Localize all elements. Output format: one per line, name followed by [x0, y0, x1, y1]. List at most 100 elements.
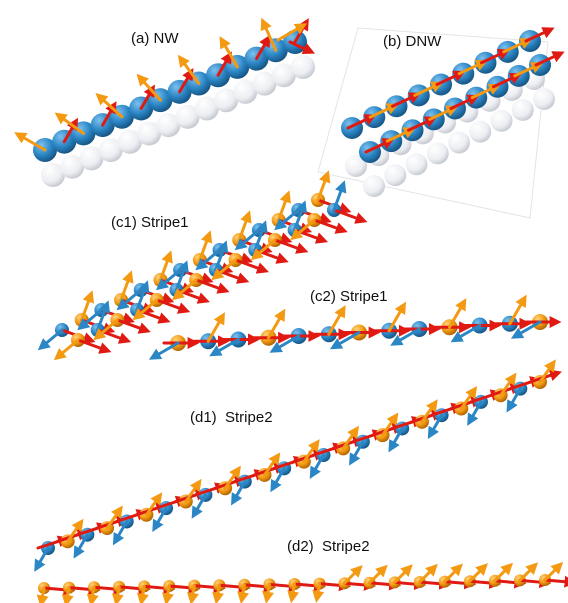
red-spin-arrow — [449, 94, 480, 110]
white-atom — [426, 142, 449, 165]
orange-spin-arrow — [184, 478, 202, 504]
blue-spin-arrow — [116, 288, 143, 311]
white-atom — [271, 63, 296, 88]
orange-spin-arrow — [14, 132, 47, 152]
blue-atom — [380, 130, 403, 153]
red-spin-arrow — [364, 138, 395, 154]
red-spin-arrow — [101, 101, 117, 127]
orange-spin-arrow — [66, 518, 84, 543]
blue-spin-arrow — [174, 260, 189, 292]
blue-spin-arrow — [269, 334, 301, 353]
red-spin-arrow — [267, 580, 301, 593]
orange-spin-arrow — [316, 170, 331, 202]
red-spin-arrow — [391, 92, 422, 108]
red-spin-arrow — [492, 73, 523, 89]
blue-spin-arrow — [148, 341, 180, 360]
white-atom — [79, 146, 104, 171]
orange-spin-arrow — [393, 564, 413, 584]
blue-spin-arrow — [329, 331, 361, 350]
orange-spin-arrow — [237, 583, 249, 603]
white-atom — [60, 154, 85, 179]
panel-c2-stripe1-chain — [148, 294, 562, 360]
orange-spin-arrow — [368, 103, 399, 119]
red-spin-arrow — [67, 583, 101, 596]
red-spin-arrow — [76, 338, 112, 354]
blue-spin-arrow — [270, 466, 286, 493]
blue-atom — [519, 30, 541, 52]
red-spin-arrow — [273, 238, 309, 254]
red-spin-arrow — [543, 575, 568, 588]
orange-spin-arrow — [518, 562, 539, 582]
red-spin-arrow — [62, 117, 79, 144]
red-spin-arrow — [407, 116, 438, 132]
blue-spin-arrow — [274, 208, 300, 231]
blue-spin-arrow — [155, 268, 182, 291]
orange-spin-arrow — [428, 105, 459, 121]
red-spin-arrow — [167, 581, 201, 594]
blue-spin-arrow — [253, 220, 268, 252]
blue-atom — [341, 117, 363, 139]
white-atom — [41, 163, 65, 187]
orange-spin-arrow — [459, 385, 478, 411]
blue-atom — [465, 86, 488, 109]
panel-c1-stripe1-view — [37, 170, 368, 361]
white-atom — [384, 164, 407, 187]
blue-atom — [430, 73, 452, 96]
orange-spin-arrow — [470, 83, 501, 100]
orange-spin-arrow — [187, 584, 199, 603]
red-spin-arrow — [288, 40, 316, 55]
orange-spin-arrow — [502, 38, 533, 54]
orange-spin-arrow — [420, 399, 438, 424]
orange-spin-arrow — [457, 59, 488, 76]
orange-spin-arrow — [211, 258, 238, 281]
red-spin-arrow — [318, 579, 352, 592]
orange-spin-arrow — [387, 301, 406, 333]
white-atom — [469, 120, 492, 143]
orange-spin-arrow — [219, 36, 239, 69]
orange-spin-arrow — [53, 338, 80, 361]
blue-atom — [474, 51, 497, 74]
orange-spin-arrow — [80, 290, 95, 322]
blue-atom — [359, 141, 381, 163]
blue-spin-arrow — [73, 533, 89, 559]
red-spin-arrow — [493, 576, 527, 589]
blue-spin-arrow — [152, 506, 168, 533]
orange-spin-arrow — [327, 305, 346, 336]
blue-spin-arrow — [135, 280, 150, 312]
orange-spin-arrow — [162, 584, 174, 603]
red-spin-arrow — [234, 258, 269, 274]
red-spin-arrow — [216, 51, 232, 77]
blue-spin-arrow — [450, 324, 482, 343]
white-atom — [137, 121, 162, 146]
orange-spin-arrow — [493, 562, 514, 583]
orange-spin-arrow — [212, 583, 224, 603]
orange-spin-arrow — [250, 238, 277, 261]
blue-atom — [401, 119, 424, 142]
panel-a-nanowire — [14, 17, 316, 187]
orange-spin-arrow — [499, 372, 517, 397]
blue-spin-arrow — [34, 546, 50, 572]
red-spin-arrow — [518, 576, 552, 589]
white-atom — [363, 175, 385, 197]
orange-spin-arrow — [543, 561, 564, 582]
orange-spin-arrow — [262, 452, 281, 477]
red-spin-arrow — [242, 580, 276, 593]
orange-spin-arrow — [262, 582, 275, 603]
blue-spin-arrow — [332, 180, 347, 212]
orange-spin-arrow — [95, 92, 124, 119]
orange-spin-arrow — [508, 294, 527, 326]
orange-spin-arrow — [448, 298, 467, 329]
red-spin-arrow — [312, 218, 348, 234]
orange-spin-arrow — [413, 81, 444, 97]
red-spin-arrow — [468, 576, 502, 589]
white-atom — [98, 138, 123, 163]
orange-spin-arrow — [144, 492, 163, 517]
blue-atom — [496, 40, 519, 63]
orange-spin-arrow — [343, 565, 363, 585]
blue-spin-arrow — [96, 300, 111, 332]
white-atom — [194, 96, 219, 121]
panel-d1-stripe2-view — [34, 359, 562, 572]
blue-atom — [507, 64, 530, 87]
orange-spin-arrow — [206, 312, 225, 343]
